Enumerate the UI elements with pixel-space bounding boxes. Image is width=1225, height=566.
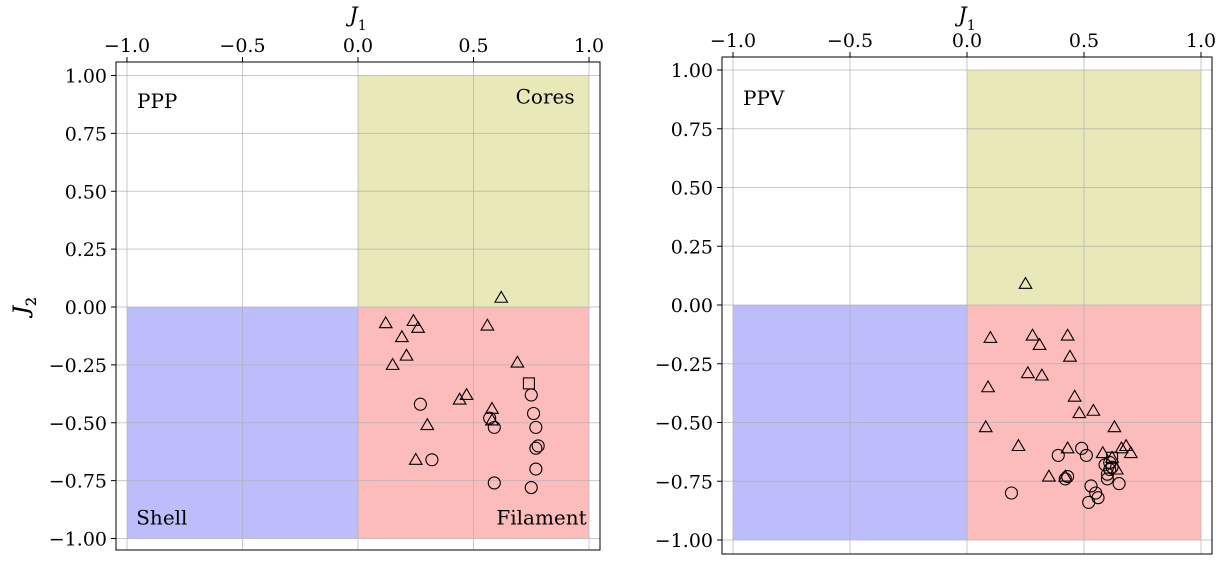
data-point-triangle	[1107, 419, 1122, 433]
data-point-triangle	[459, 387, 474, 401]
y-axis-label: J2	[9, 297, 40, 318]
y-tick-label: −0.50	[655, 413, 713, 435]
data-point-circle	[529, 462, 543, 476]
data-point-circle	[529, 420, 543, 434]
data-point-triangle	[980, 379, 996, 393]
y-tick-label: 0.50	[65, 181, 107, 203]
data-point-triangle	[978, 419, 993, 433]
data-point-triangle	[1114, 440, 1129, 454]
x-tick-label: 0.0	[952, 30, 982, 52]
data-point-triangle	[378, 315, 393, 329]
x-tick-label: −1.0	[104, 35, 150, 57]
x-tick-label: 1.0	[574, 35, 604, 57]
data-point-circle	[1112, 477, 1126, 491]
data-point-triangle	[385, 357, 400, 370]
data-point-triangle	[394, 329, 410, 343]
data-point-triangle	[1086, 403, 1101, 416]
data-point-triangle	[493, 290, 509, 303]
data-point-triangle	[408, 452, 424, 465]
data-point-triangle	[1060, 328, 1075, 341]
data-point-triangle	[406, 313, 421, 326]
region-label-filament: Filament	[496, 506, 586, 530]
data-point-circle	[1103, 455, 1117, 470]
data-point-triangle	[480, 318, 495, 331]
y-tick-label: 0.75	[65, 123, 107, 145]
y-tick-label: 0.00	[65, 297, 107, 319]
data-point-circle	[1061, 469, 1075, 484]
y-tick-label: −1.00	[49, 529, 107, 551]
y-tick-label: 0.50	[671, 178, 713, 200]
data-point-triangle	[420, 417, 435, 431]
y-tick-label: 1.00	[65, 66, 107, 88]
data-point-circle	[1100, 472, 1114, 486]
data-point-triangle	[1020, 365, 1036, 379]
data-point-circle	[425, 453, 439, 467]
data-point-square	[522, 377, 535, 390]
y-tick-label: 0.00	[671, 295, 713, 317]
panel-label: PPV	[743, 86, 785, 110]
y-tick-label: 0.25	[671, 236, 713, 258]
data-point-circle	[413, 397, 427, 411]
data-point-square	[1106, 451, 1119, 464]
region-label-shell: Shell	[136, 506, 187, 530]
data-point-triangle	[1123, 445, 1139, 459]
panel-ppv: −1.0 −0.5 0.0 0.5 1.0 1.00 0.75 0.50 0.25 0.00 −0.…	[9, 3, 1216, 555]
data-point-triangle	[399, 348, 414, 361]
data-point-triangle	[1032, 337, 1047, 351]
data-point-triangle	[1034, 368, 1050, 381]
data-point-triangle	[1067, 389, 1082, 402]
x-axis-label: J1	[345, 3, 366, 34]
y-tick-label: −0.75	[49, 471, 107, 493]
data-point-triangle	[452, 392, 467, 405]
data-point-triangle	[1018, 276, 1033, 289]
data-point-triangle	[1118, 438, 1134, 452]
data-point-circle	[527, 406, 541, 421]
data-point-circle	[487, 420, 501, 434]
panel-label: PPP	[137, 89, 177, 113]
data-point-triangle	[1025, 328, 1040, 341]
x-tick-label: −0.5	[827, 30, 873, 52]
data-point-triangle	[1011, 438, 1026, 452]
data-point-triangle	[1041, 469, 1057, 482]
x-tick-label: 0.5	[458, 35, 488, 57]
data-point-triangle	[1072, 405, 1087, 419]
data-point-circle	[1004, 486, 1019, 500]
data-point-circle	[1079, 448, 1093, 462]
data-point-triangle	[1095, 445, 1110, 459]
data-point-triangle	[410, 320, 426, 333]
data-point-circle	[524, 481, 538, 495]
data-point-triangle	[1060, 440, 1075, 454]
x-tick-label: −1.0	[710, 30, 756, 52]
data-point-triangle	[1062, 349, 1078, 362]
data-point-circle	[1058, 472, 1072, 486]
data-point-triangle	[510, 355, 525, 368]
y-tick-label: −1.00	[655, 530, 713, 552]
x-tick-label: 0.0	[343, 35, 373, 57]
data-point-triangle	[1109, 462, 1125, 475]
y-tick-label: 0.75	[671, 119, 713, 141]
y-tick-label: −0.25	[655, 354, 713, 376]
x-tick-label: 1.0	[1186, 30, 1216, 52]
panel-ppp: −1.0 −0.5 0.0 0.5 1.0 1.00 0.75 0.50 0.25 0.00 −0.…	[9, 3, 604, 551]
y-tick-label: 1.00	[671, 60, 713, 82]
data-point-circle	[1082, 495, 1096, 509]
data-point-triangle	[983, 330, 998, 343]
data-point-circle	[529, 441, 543, 455]
data-point-circle	[531, 439, 545, 453]
data-point-circle	[1084, 479, 1098, 493]
data-point-circle	[1075, 441, 1089, 455]
x-tick-label: 0.5	[1069, 30, 1099, 52]
region-label-cores: Cores	[516, 84, 575, 108]
y-tick-label: −0.50	[49, 413, 107, 435]
y-tick-label: −0.25	[49, 355, 107, 377]
data-point-circle	[487, 476, 501, 490]
x-tick-label: −0.5	[219, 35, 265, 57]
y-tick-label: −0.75	[655, 471, 713, 493]
data-point-circle	[1051, 448, 1065, 462]
y-tick-label: 0.25	[65, 239, 107, 261]
